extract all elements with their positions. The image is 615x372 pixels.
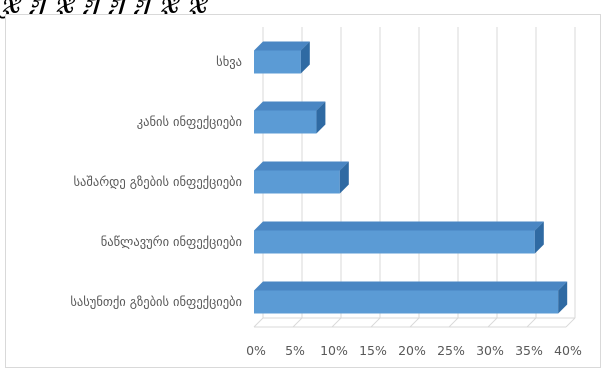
floor-tick	[565, 317, 576, 328]
category-label: სასუნთქი გზების ინფექციები	[70, 294, 242, 309]
bar-front	[254, 290, 559, 314]
bar	[254, 221, 544, 254]
x-tick-label: 40%	[554, 343, 582, 358]
bar-top	[254, 221, 544, 231]
bar-side	[558, 281, 568, 314]
floor-tick	[292, 317, 303, 328]
bar-side	[339, 161, 349, 194]
category-label: საშარდე გზების ინფექციები	[74, 174, 242, 189]
floor-tick	[370, 317, 381, 328]
x-tick-label: 15%	[359, 343, 387, 358]
bar	[254, 41, 310, 74]
bar	[254, 101, 326, 134]
bar-side	[316, 101, 326, 134]
floor-tick	[526, 317, 537, 328]
x-tick-label: 5%	[285, 343, 305, 358]
bar-top	[254, 161, 349, 171]
bar-side	[300, 41, 310, 74]
chart-frame: სხვა კანის ინფექციები საშარდე გზების ინფექ…	[5, 14, 601, 368]
x-tick-label: 35%	[515, 343, 543, 358]
x-tick-label: 10%	[320, 343, 348, 358]
category-label: კანის ინფექციები	[137, 114, 242, 129]
bar-front	[254, 230, 535, 254]
bar-front	[254, 50, 301, 74]
bar-chart: სხვა კანის ინფექციები საშარდე გზების ინფექ…	[70, 27, 582, 358]
bar-top	[254, 41, 310, 51]
bar	[254, 161, 349, 194]
chart-floor	[253, 317, 576, 328]
bar	[254, 281, 568, 314]
category-labels: სხვა კანის ინფექციები საშარდე გზების ინფექ…	[70, 54, 242, 309]
bar-front	[254, 170, 340, 194]
x-tick-label: 30%	[476, 343, 504, 358]
floor-tick	[448, 317, 459, 328]
bars	[254, 41, 568, 314]
category-label: სხვა	[216, 54, 242, 69]
x-tick-label: 25%	[437, 343, 465, 358]
floor-tick	[331, 317, 342, 328]
bar-side	[534, 221, 544, 254]
bar-top	[254, 281, 568, 291]
floor-tick	[487, 317, 498, 328]
bar-front	[254, 110, 317, 134]
category-label: ნაწლავური ინფექციები	[101, 234, 242, 249]
bar-top	[254, 101, 326, 111]
floor-tick	[253, 317, 264, 328]
x-tick-label: 20%	[398, 343, 426, 358]
floor-tick	[409, 317, 420, 328]
x-tick-label: 0%	[246, 343, 266, 358]
x-axis-tick-labels: 0% 5% 10% 15% 20% 25% 30% 35% 40%	[246, 343, 582, 358]
